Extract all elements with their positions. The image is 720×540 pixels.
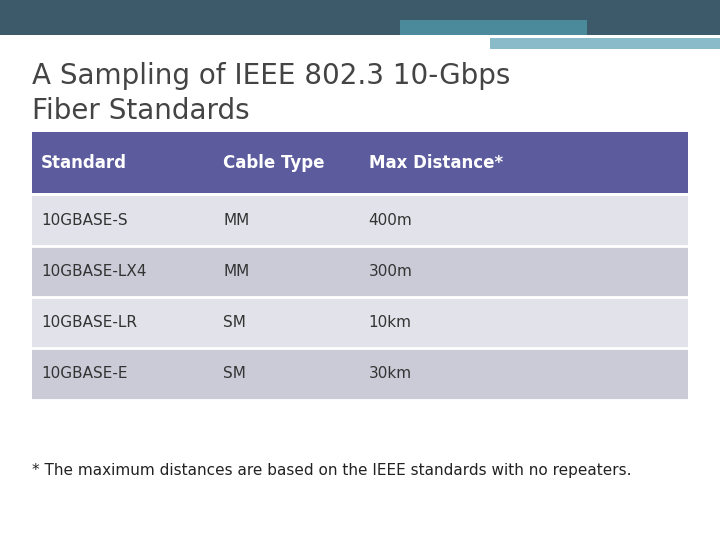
Bar xyxy=(360,348,688,400)
Text: SM: SM xyxy=(223,367,246,381)
Text: 10GBASE-LR: 10GBASE-LR xyxy=(41,315,137,330)
Bar xyxy=(360,246,688,297)
Text: 300m: 300m xyxy=(369,264,413,279)
Text: 10km: 10km xyxy=(369,315,412,330)
Bar xyxy=(490,38,720,49)
Text: SM: SM xyxy=(223,315,246,330)
Bar xyxy=(32,246,215,297)
Bar xyxy=(32,297,215,348)
Text: 10GBASE-E: 10GBASE-E xyxy=(41,367,127,381)
Text: Max Distance*: Max Distance* xyxy=(369,154,503,172)
Bar xyxy=(360,297,688,348)
Text: MM: MM xyxy=(223,213,249,227)
Text: MM: MM xyxy=(223,264,249,279)
Text: 10GBASE-LX4: 10GBASE-LX4 xyxy=(41,264,147,279)
Bar xyxy=(215,132,360,194)
Text: * The maximum distances are based on the IEEE standards with no repeaters.: * The maximum distances are based on the… xyxy=(32,463,632,478)
Bar xyxy=(360,132,688,194)
Bar xyxy=(32,194,215,246)
Bar xyxy=(215,297,360,348)
Bar xyxy=(215,246,360,297)
Bar xyxy=(32,132,215,194)
Text: Fiber Standards: Fiber Standards xyxy=(32,97,250,125)
Text: Cable Type: Cable Type xyxy=(223,154,325,172)
Bar xyxy=(32,348,215,400)
Bar xyxy=(215,194,360,246)
Bar xyxy=(215,348,360,400)
Text: 30km: 30km xyxy=(369,367,412,381)
Bar xyxy=(0,0,720,35)
Bar xyxy=(360,194,688,246)
Text: Standard: Standard xyxy=(41,154,127,172)
Text: 10GBASE-S: 10GBASE-S xyxy=(41,213,127,227)
Text: 400m: 400m xyxy=(369,213,413,227)
Text: A Sampling of IEEE 802.3 10-Gbps: A Sampling of IEEE 802.3 10-Gbps xyxy=(32,62,510,90)
Bar xyxy=(400,20,587,35)
